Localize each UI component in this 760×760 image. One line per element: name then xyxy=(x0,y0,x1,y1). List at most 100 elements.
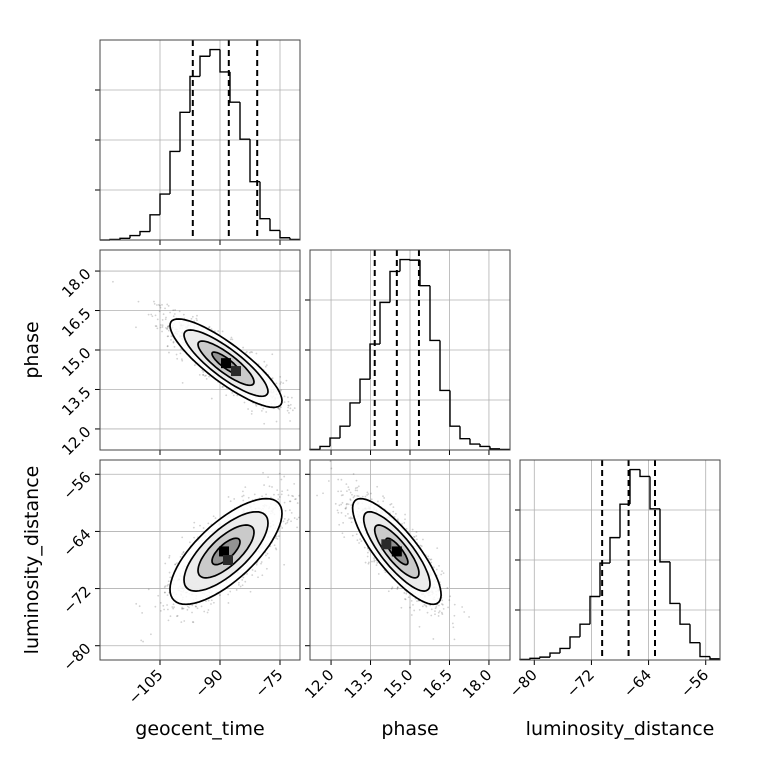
sample-point xyxy=(366,491,369,494)
sample-point xyxy=(296,502,299,504)
sample-point xyxy=(286,409,289,412)
sample-point xyxy=(112,280,114,283)
sample-point xyxy=(191,611,193,614)
sample-point xyxy=(166,326,169,329)
sample-point xyxy=(237,583,240,586)
sample-point xyxy=(355,479,358,482)
sample-point xyxy=(169,311,171,314)
histogram-bin xyxy=(549,652,560,658)
sample-point xyxy=(182,550,185,553)
sample-point xyxy=(389,503,392,506)
y-tick-label-phase: 13.5 xyxy=(58,383,94,419)
histogram-bin xyxy=(479,444,490,448)
sample-point xyxy=(245,352,247,354)
sample-point xyxy=(141,612,144,614)
histogram-bin xyxy=(349,402,360,427)
histogram-bin xyxy=(529,657,540,660)
x-axis-label-luminosity-distance: luminosity_distance xyxy=(526,718,715,740)
x-tick-label-luminosity-distance: −72 xyxy=(563,666,598,701)
sample-point xyxy=(337,490,340,493)
sample-point xyxy=(205,600,207,603)
sample-point xyxy=(287,406,289,409)
sample-point xyxy=(280,389,282,392)
sample-point xyxy=(289,407,292,410)
sample-point xyxy=(166,303,169,306)
sample-point xyxy=(291,409,294,412)
sample-point xyxy=(208,325,211,328)
sample-point xyxy=(347,512,349,515)
sample-point xyxy=(451,622,454,625)
sample-point xyxy=(179,352,182,355)
sample-point xyxy=(293,407,296,410)
sample-point xyxy=(196,314,198,317)
histogram-bin xyxy=(659,508,670,563)
sample-point xyxy=(251,351,254,354)
sample-point xyxy=(140,639,143,642)
sample-point xyxy=(401,523,403,525)
sample-point xyxy=(172,341,175,344)
x-tick-label-phase: 12.0 xyxy=(301,666,337,702)
sample-point xyxy=(263,484,265,486)
sample-point xyxy=(407,596,410,599)
sample-point xyxy=(135,326,137,329)
sample-point xyxy=(422,538,424,541)
sample-point xyxy=(248,351,251,354)
sample-point xyxy=(427,555,430,558)
sample-point xyxy=(425,605,428,608)
histogram-bin xyxy=(649,476,660,510)
histogram-bin xyxy=(399,258,410,272)
sample-point xyxy=(410,599,413,602)
sample-point xyxy=(413,535,415,538)
sample-point xyxy=(161,319,164,321)
sample-point xyxy=(278,408,281,411)
sample-point xyxy=(413,609,416,612)
sample-point xyxy=(227,496,230,498)
sample-point xyxy=(165,316,167,319)
sample-point xyxy=(167,325,169,328)
y-tick-label-phase: 18.0 xyxy=(58,265,94,301)
sample-point xyxy=(334,502,337,505)
x-tick-label-geocent-time: −105 xyxy=(125,666,167,708)
sample-point xyxy=(348,488,351,491)
sample-point xyxy=(168,351,170,354)
sample-point xyxy=(441,599,444,602)
x-tick-label-phase: 13.5 xyxy=(341,666,377,702)
sample-point xyxy=(212,601,215,604)
sample-point xyxy=(167,583,170,586)
histogram-bin xyxy=(129,234,140,239)
sample-point xyxy=(295,498,297,500)
sample-point xyxy=(370,492,372,495)
sample-point xyxy=(350,521,353,524)
sample-point xyxy=(429,604,432,607)
sample-point xyxy=(289,420,291,422)
sample-point xyxy=(179,555,182,558)
sample-point xyxy=(358,542,360,544)
histogram-bin xyxy=(409,259,420,261)
sample-point xyxy=(371,560,373,563)
sample-point xyxy=(254,570,257,573)
sample-point xyxy=(346,502,348,505)
sample-point xyxy=(168,571,171,574)
sample-point xyxy=(348,517,351,519)
histogram-panel-phase xyxy=(305,249,511,455)
sample-point xyxy=(347,486,350,489)
sample-point xyxy=(367,561,370,564)
sample-point xyxy=(283,563,286,566)
density-peak-cell xyxy=(381,539,392,550)
sample-point xyxy=(137,300,140,303)
sample-point xyxy=(236,394,239,397)
sample-point xyxy=(233,498,236,500)
sample-point xyxy=(281,527,284,529)
sample-point xyxy=(181,606,184,609)
sample-point xyxy=(181,536,184,539)
sample-point xyxy=(164,307,166,310)
density-panel-phase-vs-luminosity-distance xyxy=(305,459,511,665)
sample-point xyxy=(235,589,238,591)
sample-point xyxy=(342,494,344,496)
sample-point xyxy=(419,544,422,547)
sample-point xyxy=(287,400,290,403)
sample-point xyxy=(351,493,353,496)
sample-point xyxy=(157,594,160,597)
sample-point xyxy=(241,495,244,498)
sample-point xyxy=(340,511,343,514)
